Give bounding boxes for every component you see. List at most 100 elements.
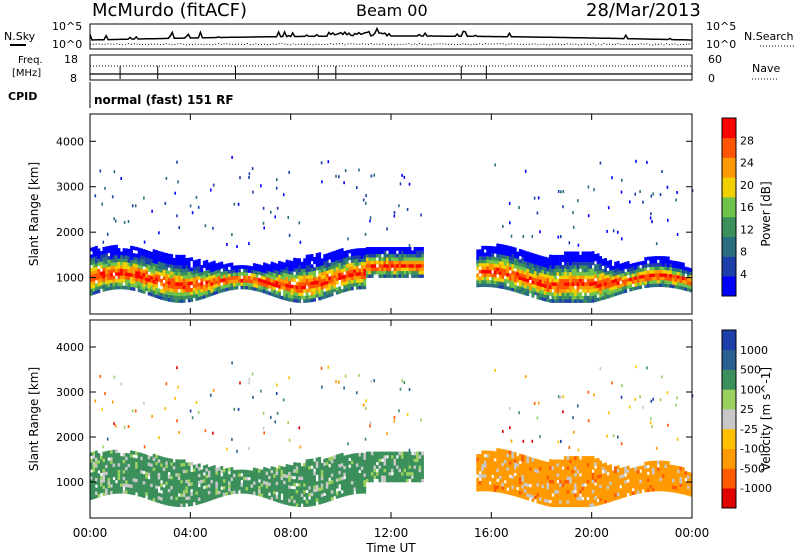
power-cell — [172, 274, 176, 279]
power-cell — [115, 285, 118, 290]
power-cell — [260, 278, 264, 283]
power-cell — [614, 292, 617, 297]
velocity-cell — [591, 493, 595, 497]
power-cell — [556, 258, 560, 262]
velocity-cell — [601, 466, 605, 471]
velocity-cell — [340, 493, 344, 498]
power-cell — [586, 268, 590, 273]
velocity-cell — [370, 458, 374, 463]
velocity-cell — [155, 491, 158, 496]
velocity-cell — [225, 491, 229, 496]
power-cell — [624, 265, 628, 269]
power-cell — [127, 265, 131, 270]
velocity-cell — [626, 472, 630, 477]
power-cell — [617, 230, 619, 234]
velocity-cell — [207, 494, 211, 498]
velocity-cell — [102, 445, 105, 449]
velocity-cell — [215, 491, 219, 496]
power-cell — [150, 268, 153, 273]
power-cell — [217, 269, 221, 273]
velocity-cell — [496, 454, 500, 459]
velocity-cell — [674, 479, 678, 483]
power-cell — [320, 272, 324, 276]
power-cell — [611, 176, 613, 180]
power-cell — [421, 260, 424, 265]
velocity-cell — [240, 476, 244, 481]
velocity-cell — [498, 482, 502, 486]
velocity-cell — [92, 461, 96, 466]
power-cell — [162, 259, 166, 263]
power-cell — [195, 259, 199, 264]
velocity-cell — [561, 500, 565, 504]
velocity-cell — [340, 476, 344, 481]
power-cell — [100, 261, 103, 266]
velocity-cell — [147, 465, 151, 470]
power-cell — [102, 264, 106, 268]
velocity-cell — [656, 470, 660, 475]
power-cell — [566, 258, 570, 262]
velocity-cell — [591, 489, 595, 494]
velocity-cell — [501, 486, 505, 490]
velocity-cell — [270, 483, 274, 487]
power-cell — [310, 277, 314, 282]
power-cell — [676, 233, 679, 236]
velocity-cell — [664, 474, 668, 479]
velocity-cell — [521, 495, 525, 499]
power-cell — [687, 284, 690, 289]
velocity-cell — [581, 476, 585, 481]
velocity-cell — [130, 470, 133, 475]
power-cell — [190, 277, 194, 282]
power-cell — [212, 284, 216, 289]
velocity-cell — [398, 465, 402, 469]
power-cell — [593, 188, 595, 192]
power-cell — [606, 281, 610, 285]
velocity-cell — [165, 488, 169, 492]
power-cell — [609, 290, 612, 295]
velocity-cell — [212, 472, 216, 476]
velocity-cell — [102, 482, 106, 486]
velocity-cell — [353, 470, 357, 474]
velocity-cell — [378, 461, 382, 466]
velocity-cell — [315, 488, 319, 492]
velocity-cell — [556, 486, 560, 491]
velocity-cell — [503, 459, 507, 464]
power-cell — [190, 294, 194, 299]
velocity-cell — [609, 477, 612, 482]
velocity-cell — [413, 475, 417, 479]
velocity-cell — [491, 471, 495, 475]
power-cell — [125, 258, 128, 263]
velocity-cell — [537, 401, 540, 405]
power-cell — [155, 291, 158, 295]
power-cell — [388, 257, 392, 261]
power-cell — [381, 247, 384, 251]
power-cell — [165, 266, 169, 271]
velocity-cell — [210, 493, 214, 497]
power-cell — [388, 253, 392, 258]
velocity-cell — [170, 502, 174, 507]
velocity-cell — [513, 479, 517, 483]
velocity-cell — [187, 492, 191, 497]
power-cell — [541, 266, 545, 271]
power-cell — [370, 253, 374, 258]
velocity-cell — [140, 473, 143, 477]
power-cell — [529, 269, 532, 273]
power-cell — [386, 270, 389, 275]
velocity-cell — [501, 489, 505, 494]
power-cell — [152, 290, 156, 294]
velocity-cell — [225, 471, 229, 476]
power-cell — [501, 285, 505, 289]
velocity-cell — [579, 459, 582, 464]
velocity-cell — [674, 472, 678, 476]
velocity-cell — [358, 452, 362, 457]
velocity-cell — [368, 468, 372, 473]
velocity-cell — [220, 476, 224, 480]
power-cell — [110, 279, 113, 284]
velocity-cell — [674, 475, 678, 480]
power-cell — [190, 270, 194, 275]
velocity-cell — [506, 463, 510, 468]
power-cell — [606, 274, 610, 278]
velocity-cell — [551, 476, 555, 481]
power-cell — [679, 262, 683, 266]
power-cell — [110, 276, 113, 280]
